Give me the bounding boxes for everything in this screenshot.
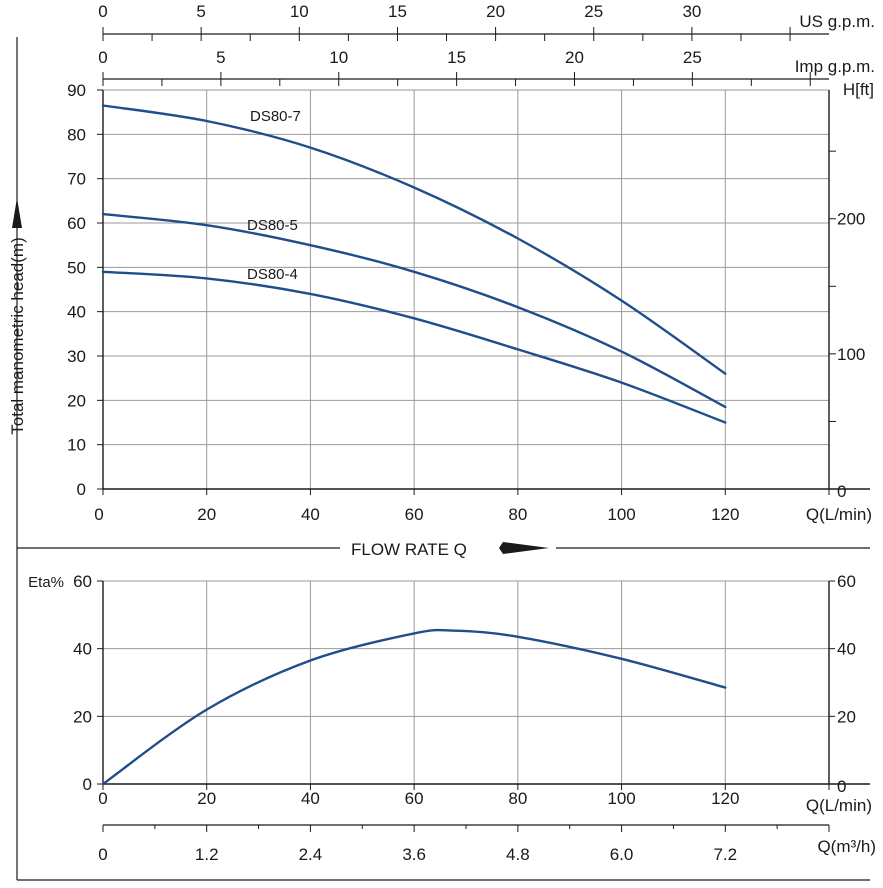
m3h-axis-tick-label: 0 — [98, 845, 107, 864]
head-x-tick-label: 80 — [508, 505, 527, 524]
eff-x-tick-label: 20 — [197, 789, 216, 808]
efficiency-curve — [101, 628, 727, 786]
imp-gpm-axis-unit-label: Imp g.p.m. — [795, 57, 875, 76]
eff-right-tick-label: 60 — [837, 572, 856, 591]
head-y-tick-label: 60 — [67, 214, 86, 233]
m3h-axis-tick-label: 2.4 — [299, 845, 323, 864]
us-gpm-axis-tick-label: 5 — [196, 2, 205, 21]
us-gpm-axis-tick-label: 30 — [682, 2, 701, 21]
head-curve-label-ds80-4: DS80-4 — [247, 266, 298, 283]
m3h-axis-tick-label: 7.2 — [713, 845, 737, 864]
eff-x-tick-label: 120 — [711, 789, 739, 808]
m3h-axis-tick-label: 4.8 — [506, 845, 530, 864]
m3h-axis-tick-label: 1.2 — [195, 845, 219, 864]
eff-right-tick-label: 40 — [837, 640, 856, 659]
imp-gpm-axis-tick-label: 20 — [565, 48, 584, 67]
head-y-tick-label: 20 — [67, 391, 86, 410]
head-y-tick-label: 50 — [67, 258, 86, 277]
eff-x-tick-label: 80 — [508, 789, 527, 808]
imp-gpm-axis-tick-label: 5 — [216, 48, 225, 67]
eff-y-tick-label: 60 — [73, 572, 92, 591]
flow-rate-arrow — [499, 542, 549, 554]
imp-gpm-axis-tick-label: 25 — [683, 48, 702, 67]
head-x-tick-label: 0 — [94, 505, 103, 524]
eff-x-unit-label: Q(L/min) — [806, 796, 872, 815]
eff-y-unit-label: Eta% — [28, 574, 64, 591]
eff-y-tick-label: 0 — [83, 775, 92, 794]
eff-x-tick-label: 0 — [98, 789, 107, 808]
head-x-tick-label: 60 — [405, 505, 424, 524]
eff-right-tick-label: 0 — [837, 777, 846, 796]
eff-x-tick-label: 100 — [607, 789, 635, 808]
head-y-tick-label: 10 — [67, 436, 86, 455]
imp-gpm-axis-tick-label: 15 — [447, 48, 466, 67]
head-x-tick-label: 120 — [711, 505, 739, 524]
m3h-axis-unit-label: Q(m³/h) — [817, 837, 876, 856]
head-y-axis-arrow — [12, 198, 22, 228]
eff-right-tick-label: 20 — [837, 707, 856, 726]
head-y-tick-label: 70 — [67, 170, 86, 189]
head-curve-label-ds80-5: DS80-5 — [247, 217, 298, 234]
head-curve-ds80-4 — [101, 270, 727, 424]
m3h-axis-tick-label: 3.6 — [402, 845, 426, 864]
us-gpm-axis-tick-label: 25 — [584, 2, 603, 21]
head-y-tick-label: 40 — [67, 303, 86, 322]
us-gpm-axis-tick-label: 10 — [290, 2, 309, 21]
head-ft-tick-label: 200 — [837, 210, 865, 229]
imp-gpm-axis-tick-label: 0 — [98, 48, 107, 67]
head-curve-label-ds80-7: DS80-7 — [250, 108, 301, 125]
head-ft-unit-label: H[ft] — [843, 80, 874, 99]
imp-gpm-axis-tick-label: 10 — [329, 48, 348, 67]
head-curve-ds80-7 — [101, 104, 727, 375]
us-gpm-axis-tick-label: 20 — [486, 2, 505, 21]
flow-rate-title: FLOW RATE Q — [351, 540, 467, 559]
us-gpm-axis-tick-label: 15 — [388, 2, 407, 21]
head-x-tick-label: 100 — [607, 505, 635, 524]
head-curve-ds80-5 — [101, 212, 727, 409]
us-gpm-axis-tick-label: 0 — [98, 2, 107, 21]
head-y-tick-label: 90 — [67, 81, 86, 100]
head-x-tick-label: 40 — [301, 505, 320, 524]
head-y-tick-label: 30 — [67, 347, 86, 366]
head-y-tick-label: 80 — [67, 125, 86, 144]
eff-y-tick-label: 40 — [73, 640, 92, 659]
head-ft-tick-label: 100 — [837, 345, 865, 364]
us-gpm-axis-unit-label: US g.p.m. — [799, 12, 875, 31]
head-y-tick-label: 0 — [77, 480, 86, 499]
eff-x-tick-label: 40 — [301, 789, 320, 808]
head-ft-tick-label: 0 — [837, 482, 846, 501]
m3h-axis-tick-label: 6.0 — [610, 845, 634, 864]
head-x-unit-label: Q(L/min) — [806, 505, 872, 524]
eff-x-tick-label: 60 — [405, 789, 424, 808]
head-y-axis-title: Total manometric head(m) — [8, 237, 27, 434]
eff-y-tick-label: 20 — [73, 707, 92, 726]
head-x-tick-label: 20 — [197, 505, 216, 524]
